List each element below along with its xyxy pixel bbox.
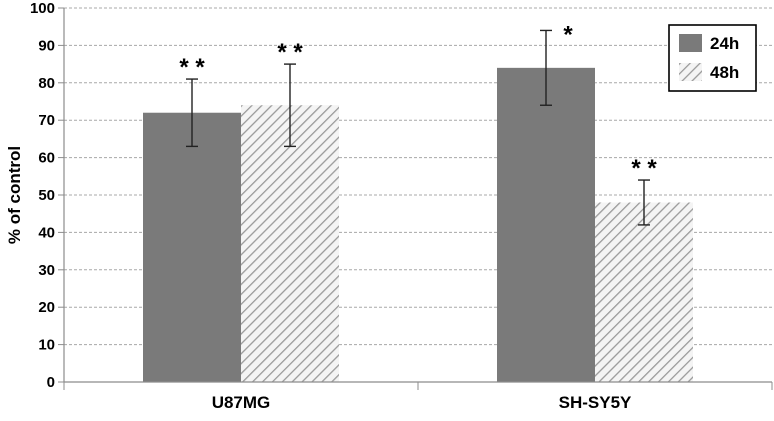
y-tick-label-20: 20	[38, 299, 55, 316]
significance-label-48h-1: * *	[631, 155, 657, 182]
y-tick-label-40: 40	[38, 224, 55, 241]
legend-swatch-48h	[679, 63, 702, 81]
y-tick-label-80: 80	[38, 75, 55, 92]
legend-swatch-24h	[679, 34, 702, 52]
y-tick-label-100: 100	[30, 0, 55, 17]
y-tick-label-30: 30	[38, 262, 55, 279]
significance-label-24h-0: * *	[179, 54, 205, 81]
bar-48h-U87MG	[241, 105, 339, 383]
axes	[58, 7, 773, 390]
legend-label-24h: 24h	[710, 34, 739, 53]
labels: 0 10 20 30 40 50 60 70 80 90 100 U87MG SH-SY5Y * * * * …	[5, 0, 657, 412]
y-tick-label-70: 70	[38, 112, 55, 129]
x-tick-label-0: U87MG	[212, 393, 271, 412]
legend: 24h 48h	[668, 24, 757, 92]
significance-label-48h-0: * *	[277, 39, 303, 66]
bars	[143, 29, 693, 383]
bar-24h-U87MG	[143, 112, 241, 382]
y-tick-label-10: 10	[38, 337, 55, 354]
bar-48h-SH-SY5Y	[595, 202, 693, 382]
y-tick-label-0: 0	[47, 374, 55, 391]
x-tick-label-1: SH-SY5Y	[559, 393, 632, 412]
y-tick-label-50: 50	[38, 187, 55, 204]
significance-label-24h-1: *	[563, 21, 573, 48]
y-axis-title: % of control	[5, 146, 24, 244]
legend-label-48h: 48h	[710, 63, 739, 82]
y-tick-label-60: 60	[38, 150, 55, 167]
y-tick-label-90: 90	[38, 37, 55, 54]
bar-24h-SH-SY5Y	[497, 67, 595, 382]
